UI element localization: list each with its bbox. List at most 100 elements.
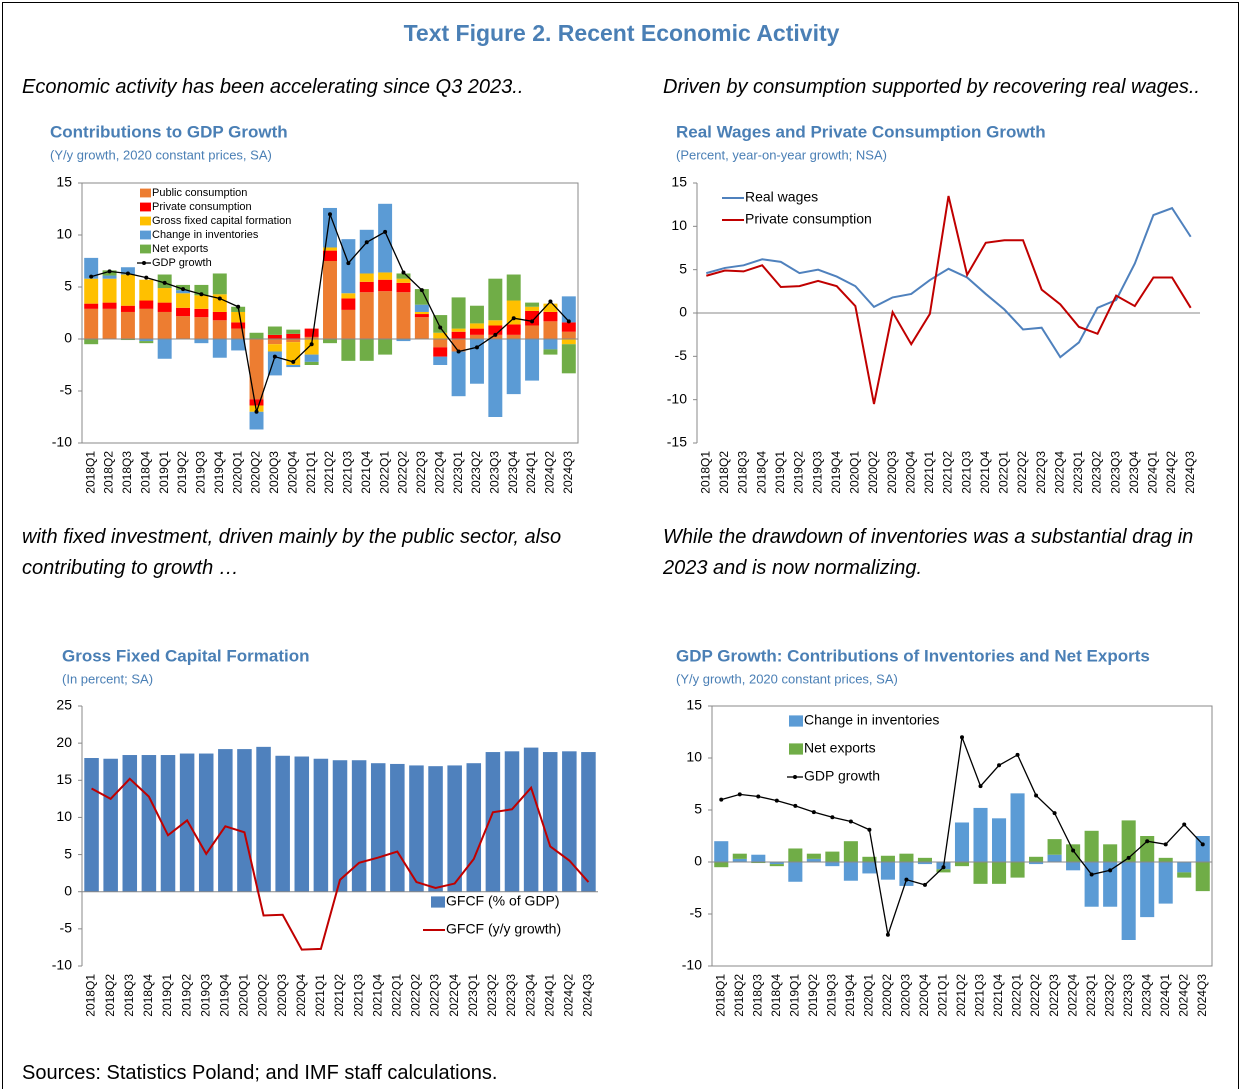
line-marker: [511, 316, 516, 321]
x-tick-label: 2023Q2: [1102, 974, 1116, 1017]
bar: [543, 311, 558, 322]
bar: [341, 339, 356, 361]
line-marker: [737, 792, 742, 797]
y-tick-label: 10: [686, 749, 702, 765]
bar: [84, 308, 99, 339]
x-tick-label: 2020Q2: [249, 451, 263, 494]
x-tick-label: 2021Q4: [978, 451, 992, 494]
figure-title: Text Figure 2. Recent Economic Activity: [403, 20, 840, 46]
legend-label: GFCF (% of GDP): [446, 893, 560, 909]
y-tick-label: 5: [679, 260, 687, 276]
legend-swatch: [140, 202, 151, 212]
y-tick-label: 10: [56, 808, 72, 824]
legend-swatch: [789, 715, 803, 727]
bar: [218, 749, 233, 892]
bar: [267, 326, 282, 335]
bar: [323, 250, 337, 261]
bar: [543, 349, 558, 355]
bar: [917, 862, 932, 865]
bar: [506, 339, 521, 395]
bar: [954, 822, 970, 862]
x-tick-label: 2023Q4: [1139, 974, 1153, 1017]
y-tick-label: 0: [64, 330, 72, 346]
bar: [275, 755, 290, 892]
y-tick-label: 15: [56, 771, 72, 787]
line-marker: [885, 932, 890, 937]
chart-title: Gross Fixed Capital Formation: [62, 646, 310, 665]
x-tick-label: 2024Q2: [1164, 451, 1178, 494]
line-marker: [493, 332, 498, 337]
bar: [1121, 862, 1136, 940]
bar: [1140, 862, 1155, 918]
x-tick-label: 2020Q4: [903, 451, 917, 494]
bar: [179, 753, 195, 892]
x-tick-label: 2024Q2: [1176, 974, 1190, 1017]
x-tick-label: 2021Q3: [341, 451, 355, 494]
line-marker: [107, 269, 112, 274]
x-tick-label: 2021Q1: [936, 974, 950, 1017]
bar: [212, 320, 227, 339]
bar: [469, 328, 484, 335]
caption: with fixed investment, driven mainly by …: [22, 526, 562, 579]
y-tick-label: 0: [64, 882, 72, 898]
x-tick-label: 2019Q3: [810, 451, 824, 494]
x-tick-label: 2018Q1: [713, 974, 727, 1017]
x-tick-label: 2020Q4: [285, 451, 299, 494]
line-marker: [1145, 839, 1150, 844]
bar: [1047, 839, 1062, 855]
legend-label: GFCF (y/y growth): [446, 921, 561, 937]
bar: [237, 749, 252, 892]
source-note: Sources: Statistics Poland; and IMF staf…: [22, 1062, 498, 1084]
x-tick-label: 2023Q4: [1127, 451, 1141, 494]
x-tick-label: 2020Q4: [917, 974, 931, 1017]
line-marker: [1108, 868, 1113, 873]
bar: [102, 275, 117, 279]
x-tick-label: 2022Q3: [428, 974, 442, 1017]
bar: [84, 339, 99, 345]
bar: [543, 339, 558, 350]
bar: [1140, 836, 1155, 862]
bar: [231, 322, 246, 329]
bar: [231, 328, 246, 339]
bar: [769, 864, 784, 867]
y-tick-label: -5: [675, 347, 688, 363]
bar: [286, 339, 301, 343]
legend-swatch: [140, 216, 151, 226]
line-marker: [1182, 822, 1187, 827]
y-tick-label: 10: [671, 217, 687, 233]
x-tick-label: 2021Q3: [973, 974, 987, 1017]
bar: [525, 310, 540, 326]
x-tick-label: 2020Q1: [848, 451, 862, 494]
x-tick-label: 2021Q1: [304, 451, 318, 494]
bar: [194, 339, 209, 344]
bar: [409, 765, 424, 892]
x-tick-label: 2018Q3: [122, 974, 136, 1017]
x-tick-label: 2022Q1: [377, 451, 391, 494]
x-tick-label: 2019Q2: [792, 451, 806, 494]
line-marker: [346, 261, 351, 266]
bar: [84, 303, 99, 309]
y-tick-label: 15: [686, 697, 702, 713]
line-marker: [144, 275, 149, 280]
bar: [428, 766, 443, 892]
legend-label: Net exports: [804, 740, 876, 756]
bar: [1010, 862, 1025, 878]
x-tick-label: 2021Q4: [359, 451, 373, 494]
bar: [732, 858, 747, 862]
x-tick-label: 2018Q2: [732, 974, 746, 1017]
bar: [194, 295, 209, 309]
bar: [212, 339, 227, 358]
x-tick-label: 2021Q2: [954, 974, 968, 1017]
line-marker: [401, 270, 406, 275]
chart-subtitle: (In percent; SA): [62, 671, 153, 686]
bar: [433, 339, 448, 348]
line-marker: [904, 877, 909, 882]
legend-label: GDP growth: [152, 257, 212, 269]
x-tick-label: 2019Q3: [825, 974, 839, 1017]
line-marker: [1034, 793, 1039, 798]
chart-subtitle: (Y/y growth, 2020 constant prices, SA): [676, 671, 898, 686]
y-tick-label: 10: [56, 226, 72, 242]
bar: [267, 344, 282, 352]
bar: [120, 267, 135, 275]
